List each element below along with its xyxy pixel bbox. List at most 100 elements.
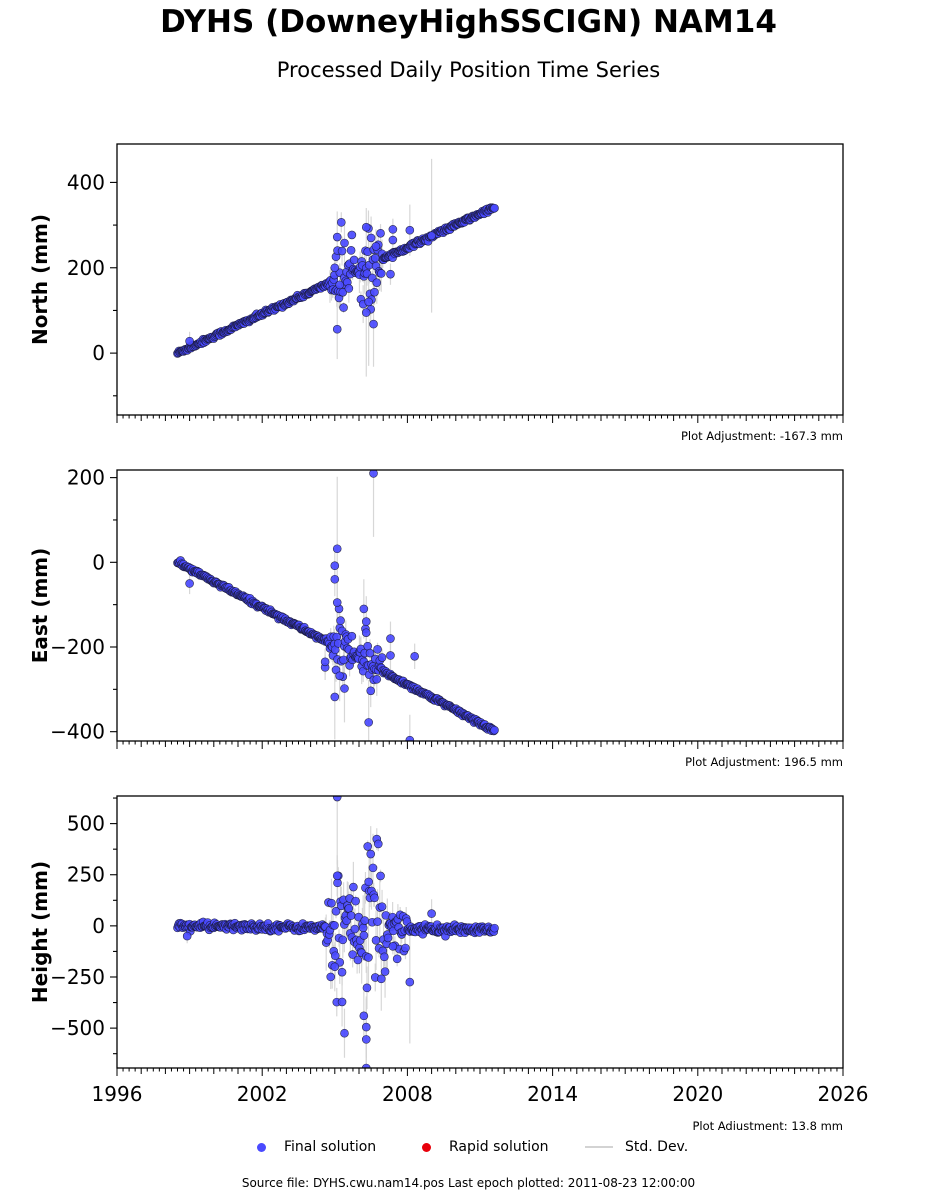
final-solution-point bbox=[327, 898, 336, 908]
plot-adjustment-label: Plot Adjustment: 13.8 mm bbox=[692, 1119, 843, 1130]
legend-rapid: Rapid solution bbox=[422, 1136, 549, 1158]
final-solution-point bbox=[360, 916, 369, 925]
final-solution-point bbox=[338, 935, 348, 945]
y-tick-label: 200 bbox=[67, 466, 105, 490]
final-solution-point bbox=[330, 263, 340, 273]
final-solution-point bbox=[359, 931, 369, 940]
panel-east: −400 −200 0 200 East (mm) Plot Adjustment: 19… bbox=[28, 466, 844, 769]
plot-area bbox=[173, 796, 499, 1068]
y-axis-label: East (mm) bbox=[28, 548, 52, 664]
x-tick-label: 2002 bbox=[237, 1082, 288, 1106]
final-solution-point bbox=[405, 977, 415, 987]
final-solution-point bbox=[401, 943, 410, 953]
final-solution-point bbox=[361, 222, 371, 232]
final-solution-point bbox=[405, 225, 415, 235]
panel-north: 0 200 400 North (mm) Plot Adjustment: -167.3… bbox=[28, 143, 844, 443]
final-solution-point bbox=[348, 950, 357, 959]
legend-final: Final solution bbox=[257, 1136, 376, 1158]
final-solution-point bbox=[331, 906, 341, 916]
final-solution-point bbox=[377, 902, 387, 911]
final-solution-point bbox=[372, 674, 382, 684]
final-solution-point bbox=[330, 962, 340, 972]
final-solution-point bbox=[320, 657, 330, 667]
final-solution-point bbox=[337, 997, 347, 1007]
final-solution-point bbox=[337, 967, 347, 977]
plot-adjustment-label: Plot Adjustment: 196.5 mm bbox=[685, 755, 843, 769]
final-solution-point bbox=[365, 648, 375, 658]
final-solution-point bbox=[326, 972, 336, 982]
final-solution-point bbox=[388, 942, 398, 951]
final-solution-point bbox=[371, 936, 381, 945]
final-solution-point bbox=[339, 303, 348, 312]
legend-stddev-label: Std. Dev. bbox=[625, 1139, 689, 1155]
y-tick-label: 200 bbox=[67, 256, 105, 280]
final-solution-point bbox=[388, 225, 398, 234]
final-solution-point bbox=[366, 849, 376, 859]
final-solution-point bbox=[369, 319, 378, 329]
final-solution-point bbox=[366, 233, 376, 243]
final-solution-point bbox=[353, 955, 363, 965]
final-solution-point bbox=[344, 904, 354, 913]
final-solution-point bbox=[361, 1035, 371, 1044]
final-solution-point bbox=[336, 616, 345, 625]
final-solution-marker-icon bbox=[257, 1142, 266, 1152]
y-tick-label: 0 bbox=[92, 341, 105, 365]
final-solution-point bbox=[364, 718, 373, 727]
final-solution-point bbox=[368, 863, 378, 873]
final-solution-point bbox=[182, 931, 192, 941]
final-solution-point bbox=[364, 297, 373, 307]
final-solution-point bbox=[332, 796, 342, 802]
plot-area bbox=[173, 158, 499, 377]
final-solution-point bbox=[364, 953, 373, 962]
x-tick-label: 2014 bbox=[527, 1082, 578, 1106]
final-solution-point bbox=[386, 651, 395, 660]
y-tick-label: −250 bbox=[50, 965, 105, 989]
std-dev-line-icon bbox=[585, 1146, 613, 1148]
final-solution-point bbox=[349, 255, 359, 265]
final-solution-point bbox=[332, 232, 342, 242]
x-tick-label: 2020 bbox=[672, 1082, 723, 1106]
final-solution-point bbox=[358, 923, 368, 933]
final-solution-point bbox=[377, 653, 387, 662]
final-solution-point bbox=[380, 967, 390, 976]
y-tick-label: 500 bbox=[67, 812, 105, 836]
final-solution-point bbox=[337, 246, 347, 256]
rapid-solution-marker-icon bbox=[422, 1142, 431, 1152]
legend-rapid-label: Rapid solution bbox=[449, 1139, 549, 1155]
final-solution-point bbox=[344, 284, 354, 293]
final-solution-point bbox=[386, 269, 395, 279]
position-time-series-chart: 0 200 400 North (mm) Plot Adjustment: -167.3… bbox=[28, 143, 868, 1130]
final-solution-point bbox=[362, 983, 372, 993]
final-solution-point bbox=[427, 231, 436, 241]
final-solution-point bbox=[346, 246, 356, 255]
final-solution-point bbox=[330, 561, 340, 570]
final-solution-point bbox=[351, 896, 360, 906]
final-solution-point bbox=[363, 842, 373, 851]
final-solution-point bbox=[347, 631, 357, 641]
y-axis-label: North (mm) bbox=[28, 214, 52, 345]
final-solution-point bbox=[185, 579, 194, 588]
final-solution-point bbox=[364, 877, 373, 887]
y-tick-label: 250 bbox=[67, 863, 105, 887]
final-solution-point bbox=[361, 628, 371, 637]
final-solution-point bbox=[361, 308, 371, 317]
final-solution-point bbox=[371, 242, 381, 251]
legend: Final solution Rapid solution Std. Dev. bbox=[0, 1136, 937, 1160]
final-solution-point bbox=[332, 544, 342, 554]
final-solution-point bbox=[405, 735, 415, 741]
page-title: DYHS (DowneyHighSSCIGN) NAM14 bbox=[160, 4, 777, 40]
panel-frame bbox=[116, 469, 844, 742]
final-solution-point bbox=[332, 324, 342, 334]
final-solution-point bbox=[372, 278, 382, 287]
final-solution-point bbox=[361, 1063, 371, 1068]
y-axis-label: Height (mm) bbox=[28, 861, 52, 1003]
y-tick-label: −200 bbox=[50, 635, 105, 659]
legend-final-label: Final solution bbox=[284, 1139, 377, 1155]
y-tick-label: −500 bbox=[50, 1016, 105, 1040]
final-solution-point bbox=[359, 1011, 369, 1021]
final-solution-point bbox=[380, 952, 389, 962]
final-solution-point bbox=[349, 882, 358, 892]
final-solution-point bbox=[410, 652, 419, 661]
final-solution-point bbox=[359, 604, 369, 614]
final-solution-point bbox=[376, 269, 386, 278]
